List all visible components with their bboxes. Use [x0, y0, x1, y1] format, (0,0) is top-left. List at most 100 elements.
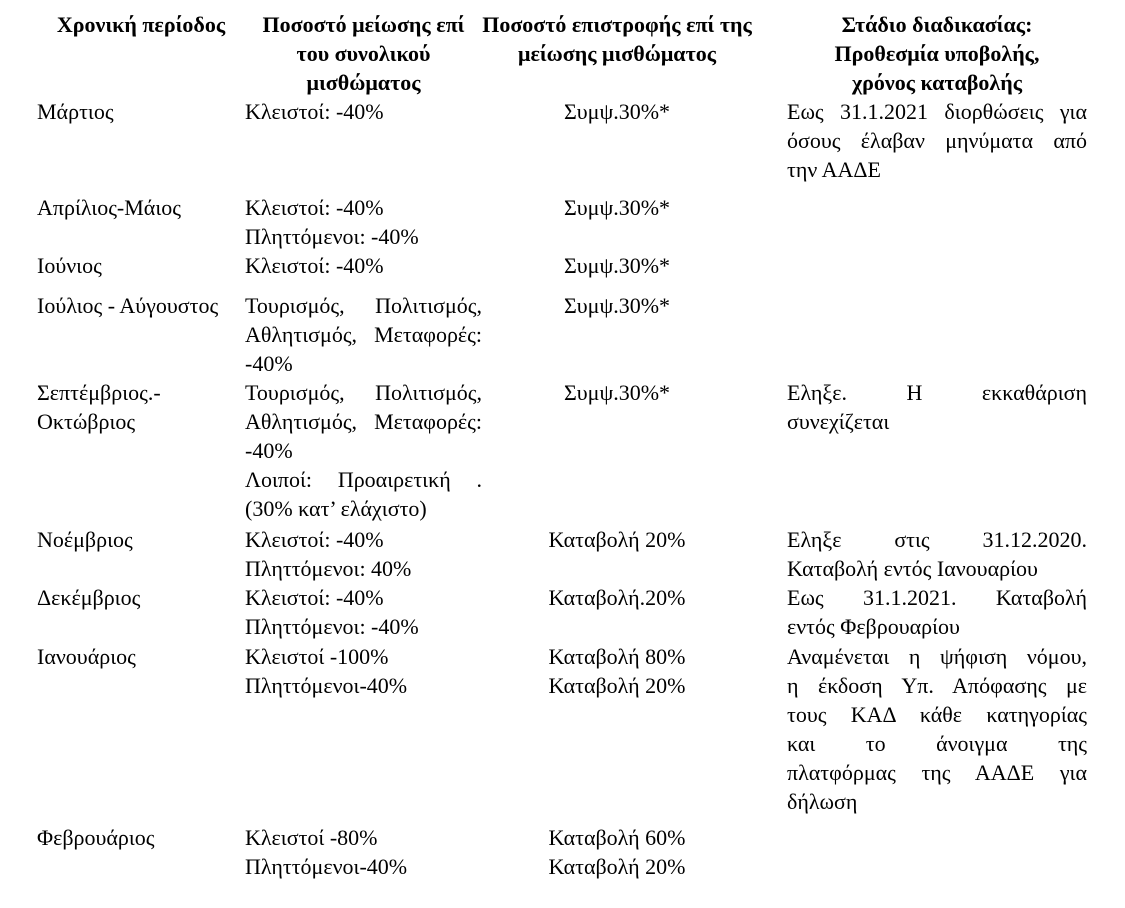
- period-cell: Σεπτέμβριος.- Οκτώβριος: [37, 378, 245, 525]
- cell-line: Κλειστοί: -40%: [245, 99, 384, 124]
- period-cell: Δεκέμβριος: [37, 583, 245, 642]
- period-cell: Νοέμβριος: [37, 525, 245, 583]
- cell-line: Καταβολή.20%: [548, 585, 686, 610]
- reduction-cell: Κλειστοί: -40% Πληττόμενοι: 40%: [245, 525, 482, 583]
- reduction-cell: Τουρισμός, Πολιτισμός, Αθλητισμός, Μεταφο…: [245, 378, 482, 525]
- document-page: Χρονική περίοδος Ποσοστό μείωσης επί του σ…: [37, 10, 1087, 881]
- cell-line: η έκδοση Υπ. Απόφασης με: [787, 673, 1087, 698]
- cell-line: Τουρισμός, Πολιτισμός,: [245, 380, 482, 405]
- refund-cell: Συμψ.30%*: [482, 378, 772, 525]
- cell-line: Συμψ.30%*: [563, 253, 671, 278]
- cell-line: Πληττόμενοι: -40%: [245, 224, 419, 249]
- cell-line: Αναμένεται η ψήφιση νόμου,: [787, 644, 1087, 669]
- reduction-cell: Κλειστοί: -40% Πληττόμενοι: -40%: [245, 193, 482, 251]
- header-line: χρόνος καταβολής: [852, 70, 1022, 95]
- cell-line: Οκτώβριος: [37, 409, 136, 434]
- rent-reduction-table: Χρονική περίοδος Ποσοστό μείωσης επί του σ…: [37, 10, 1087, 881]
- status-cell: Εληξε στις 31.12.2020. Καταβολή εντός Ιαν…: [772, 525, 1087, 583]
- status-cell: Εως 31.1.2021. Καταβολή εντός Φεβρουαρίου: [772, 583, 1087, 642]
- reduction-cell: Κλειστοί: -40%: [245, 97, 482, 193]
- cell-line: Ιανουάριος: [37, 644, 136, 669]
- cell-line: τους ΚΑΔ κάθε κατηγορίας: [787, 702, 1087, 727]
- header-line: μείωσης μισθώματος: [517, 41, 716, 66]
- cell-line: Συμψ.30%*: [563, 380, 671, 405]
- table-header: Χρονική περίοδος Ποσοστό μείωσης επί του σ…: [37, 10, 1087, 97]
- period-cell: Μάρτιος: [37, 97, 245, 193]
- cell-line: Κλειστοί -80%: [245, 825, 378, 850]
- period-cell: Ιούνιος: [37, 251, 245, 291]
- table-row: Νοέμβριος Κλειστοί: -40% Πληττόμενοι: 40% Κ…: [37, 525, 1087, 583]
- table-row: Απρίλιος-Μάιος Κλειστοί: -40% Πληττόμενοι:…: [37, 193, 1087, 251]
- cell-line: Ιούνιος: [37, 253, 102, 278]
- header-line: μισθώματος: [306, 70, 421, 95]
- cell-line: συνεχίζεται: [787, 409, 890, 434]
- status-cell: [772, 291, 1087, 378]
- table-body: Μάρτιος Κλειστοί: -40% Συμψ.30%* Εως 31.1.2…: [37, 97, 1087, 881]
- status-cell: Εως 31.1.2021 διορθώσεις για όσους έλαβαν…: [772, 97, 1087, 193]
- cell-line: -40%: [245, 351, 293, 376]
- refund-cell: Συμψ.30%*: [482, 291, 772, 378]
- reduction-cell: Κλειστοί: -40% Πληττόμενοι: -40%: [245, 583, 482, 642]
- cell-line: Αθλητισμός, Μεταφορές:: [245, 409, 482, 434]
- cell-line: Ιούλιος - Αύγουστος: [37, 293, 219, 318]
- cell-line: την ΑΑΔΕ: [787, 157, 881, 182]
- cell-line: Πληττόμενοι: -40%: [245, 614, 419, 639]
- reduction-cell: Κλειστοί: -40%: [245, 251, 482, 291]
- cell-line: Εως 31.1.2021 διορθώσεις για: [787, 99, 1087, 124]
- status-cell: Αναμένεται η ψήφιση νόμου, η έκδοση Υπ. Α…: [772, 642, 1087, 823]
- table-row: Δεκέμβριος Κλειστοί: -40% Πληττόμενοι: -40…: [37, 583, 1087, 642]
- cell-line: Συμψ.30%*: [563, 293, 671, 318]
- cell-line: Φεβρουάριος: [37, 825, 155, 850]
- cell-line: Απρίλιος-Μάιος: [37, 195, 181, 220]
- status-cell: [772, 823, 1087, 881]
- period-cell: Ιούλιος - Αύγουστος: [37, 291, 245, 378]
- cell-line: Νοέμβριος: [37, 527, 133, 552]
- header-row: Χρονική περίοδος Ποσοστό μείωσης επί του σ…: [37, 10, 1087, 97]
- cell-line: -40%: [245, 438, 293, 463]
- status-cell: [772, 193, 1087, 251]
- table-row: Μάρτιος Κλειστοί: -40% Συμψ.30%* Εως 31.1.2…: [37, 97, 1087, 193]
- header-cell-reduction: Ποσοστό μείωσης επί του συνολικού μισθώματ…: [245, 10, 482, 97]
- cell-line: Κλειστοί: -40%: [245, 253, 384, 278]
- header-cell-refund: Ποσοστό επιστροφής επί της μείωσης μισθώμ…: [482, 10, 772, 97]
- refund-cell: Συμψ.30%*: [482, 193, 772, 251]
- cell-line: Κλειστοί: -40%: [245, 527, 384, 552]
- cell-line: Καταβολή εντός Ιανουαρίου: [787, 556, 1038, 581]
- cell-line: Λοιποί: Προαιρετική .: [245, 467, 482, 492]
- cell-line: Συμψ.30%*: [563, 99, 671, 124]
- cell-line: Δεκέμβριος: [37, 585, 141, 610]
- cell-line: (30% κατ’ ελάχιστο): [245, 496, 427, 521]
- cell-line: Αθλητισμός, Μεταφορές:: [245, 322, 482, 347]
- table-row: Ιανουάριος Κλειστοί -100% Πληττόμενοι-40% Κ…: [37, 642, 1087, 823]
- table-row: Ιούλιος - Αύγουστος Τουρισμός, Πολιτισμός…: [37, 291, 1087, 378]
- cell-line: Καταβολή 60%: [548, 825, 686, 850]
- table-row: Σεπτέμβριος.- Οκτώβριος Τουρισμός, Πολιτισ…: [37, 378, 1087, 525]
- header-line: του συνολικού: [296, 41, 431, 66]
- cell-line: πλατφόρμας της ΑΑΔΕ για: [787, 760, 1087, 785]
- cell-line: Κλειστοί: -40%: [245, 195, 384, 220]
- cell-line: και το άνοιγμα της: [787, 731, 1087, 756]
- period-cell: Φεβρουάριος: [37, 823, 245, 881]
- period-cell: Απρίλιος-Μάιος: [37, 193, 245, 251]
- cell-line: Καταβολή 20%: [548, 527, 686, 552]
- cell-line: Πληττόμενοι-40%: [245, 673, 408, 698]
- reduction-cell: Κλειστοί -80% Πληττόμενοι-40%: [245, 823, 482, 881]
- cell-line: Πληττόμενοι: 40%: [245, 556, 412, 581]
- header-cell-period: Χρονική περίοδος: [37, 10, 245, 97]
- cell-line: εντός Φεβρουαρίου: [787, 614, 960, 639]
- status-cell: Εληξε. Η εκκαθάριση συνεχίζεται: [772, 378, 1087, 525]
- cell-line: Κλειστοί -100%: [245, 644, 389, 669]
- header-line: Ποσοστό μείωσης επί: [262, 12, 465, 37]
- refund-cell: Συμψ.30%*: [482, 97, 772, 193]
- refund-cell: Καταβολή 20%: [482, 525, 772, 583]
- cell-line: όσους έλαβαν μηνύματα από: [787, 128, 1087, 153]
- header-cell-status: Στάδιο διαδικασίας: Προθεσμία υποβολής, χρ…: [772, 10, 1087, 97]
- cell-line: Κλειστοί: -40%: [245, 585, 384, 610]
- cell-line: Συμψ.30%*: [563, 195, 671, 220]
- table-row: Φεβρουάριος Κλειστοί -80% Πληττόμενοι-40% Κ…: [37, 823, 1087, 881]
- cell-line: Τουρισμός, Πολιτισμός,: [245, 293, 482, 318]
- status-cell: [772, 251, 1087, 291]
- cell-line: Εληξε. Η εκκαθάριση: [787, 380, 1087, 405]
- reduction-cell: Τουρισμός, Πολιτισμός, Αθλητισμός, Μεταφο…: [245, 291, 482, 378]
- header-line: Χρονική περίοδος: [56, 12, 226, 37]
